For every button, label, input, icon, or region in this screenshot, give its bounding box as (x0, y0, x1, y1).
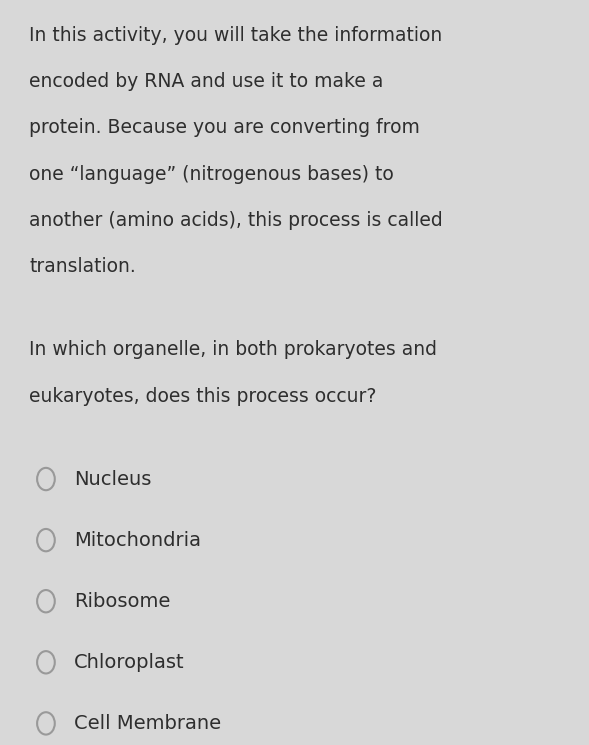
Text: In this activity, you will take the information: In this activity, you will take the info… (29, 26, 443, 45)
Text: Cell Membrane: Cell Membrane (74, 714, 221, 734)
Text: Chloroplast: Chloroplast (74, 653, 184, 673)
Text: eukaryotes, does this process occur?: eukaryotes, does this process occur? (29, 387, 377, 406)
Text: protein. Because you are converting from: protein. Because you are converting from (29, 118, 421, 138)
Text: Mitochondria: Mitochondria (74, 531, 201, 551)
Text: In which organelle, in both prokaryotes and: In which organelle, in both prokaryotes … (29, 340, 438, 360)
Text: another (amino acids), this process is called: another (amino acids), this process is c… (29, 211, 443, 230)
Text: translation.: translation. (29, 257, 136, 276)
Text: Nucleus: Nucleus (74, 470, 151, 489)
Text: one “language” (nitrogenous bases) to: one “language” (nitrogenous bases) to (29, 165, 394, 184)
Text: encoded by RNA and use it to make a: encoded by RNA and use it to make a (29, 72, 384, 92)
Text: Ribosome: Ribosome (74, 592, 170, 612)
